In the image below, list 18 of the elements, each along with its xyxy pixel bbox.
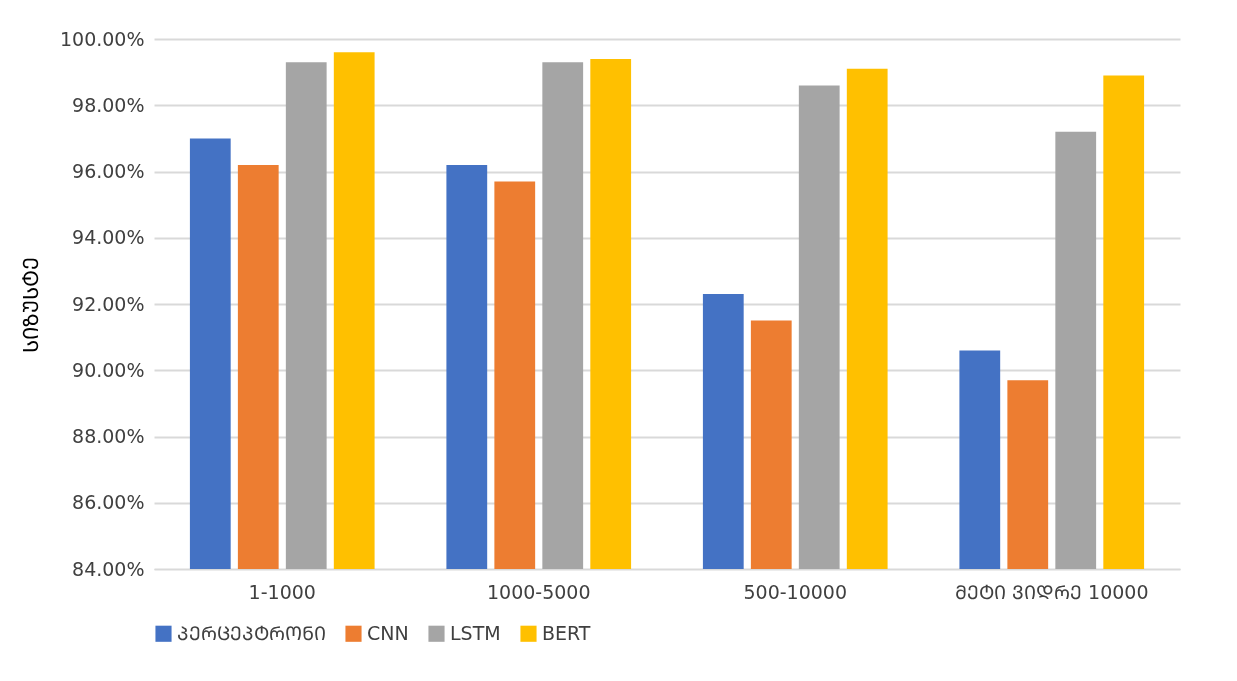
legend-label: BERT [542,621,591,644]
y-axis-title: ᲡᲘᲖᲣᲡᲢᲔ [18,256,43,353]
x-tick-label: ᲛᲔᲢᲘ ᲕᲘᲓᲠᲔ 10000 [954,580,1149,603]
legend-label: ᲞᲔᲠᲪᲔᲞᲢᲠᲝᲜᲘ [177,621,326,644]
x-tick-label: 500-10000 [743,580,848,603]
legend-label: LSTM [450,621,501,644]
y-tick-label: 94.00% [72,226,145,249]
y-tick-label: 96.00% [72,160,145,182]
y-tick-label: 92.00% [72,292,145,315]
y-tick-label: 86.00% [72,491,145,514]
x-tick-label: 1000-5000 [486,580,591,603]
y-tick-label: 90.00% [72,358,145,381]
y-tick-label: 100.00% [59,27,145,50]
y-tick-label: 98.00% [72,93,145,116]
legend-label: CNN [367,621,409,644]
x-tick-label: 1-1000 [248,580,316,603]
y-tick-label: 88.00% [72,425,145,447]
y-tick-label: 84.00% [72,557,145,580]
